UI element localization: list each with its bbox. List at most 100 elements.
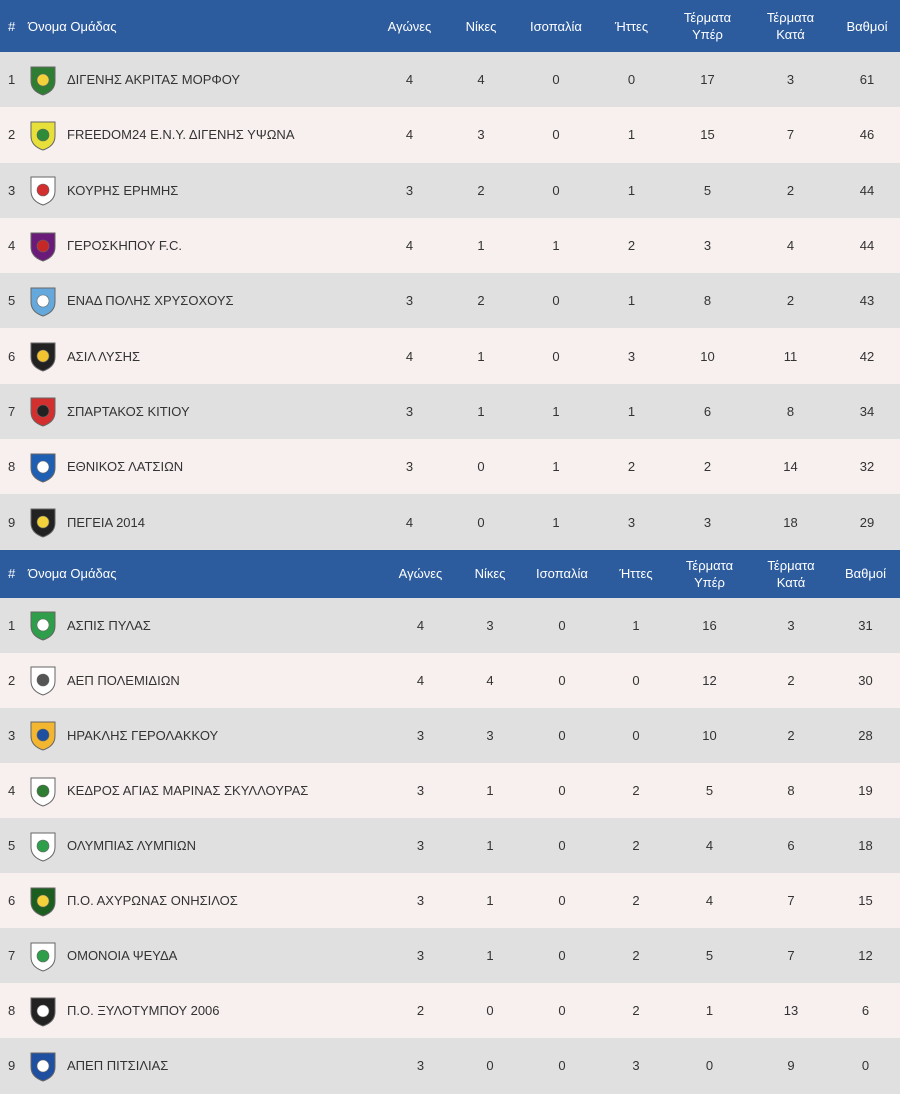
points-cell: 28	[858, 727, 873, 743]
points-cell: 42	[859, 348, 875, 364]
losses-cell: 0	[632, 672, 640, 688]
team-name: FREEDOM24 Ε.Ν.Υ. ΔΙΓΕΝΗΣ ΥΨΩΝΑ	[67, 127, 295, 143]
team-cell: ΑΠΕΠ ΠΙΤΣΙΛΙΑΣ	[28, 1038, 381, 1093]
points-cell: 19	[858, 783, 873, 798]
losses-cell: 1	[627, 182, 636, 198]
played-cell: 3	[405, 182, 414, 198]
draws-cell: 0	[558, 838, 566, 854]
team-name: ΣΠΑΡΤΑΚΟΣ ΚΙΤΙΟΥ	[67, 403, 190, 419]
team-cell: ΚΟΥΡΗΣ ΕΡΗΜΗΣ	[28, 163, 374, 218]
team-name: ΟΛΥΜΠΙΑΣ ΛΥΜΠΙΩΝ	[67, 838, 197, 854]
header-team: Όνομα Ομάδας	[28, 566, 117, 582]
team-cell-content: Π.Ο. ΞΥΛΟΤΥΜΠΟΥ 2006	[28, 994, 381, 1028]
table-header-row: # Όνομα Ομάδας Αγώνες Νίκες Ισοπαλία Ήττ…	[0, 0, 900, 52]
table-row: 6 Π.Ο. ΑΧΥΡΩΝΑΣ ΟΝΗΣΙΛΟΣ 3 1 0 2 4 7 15	[0, 873, 900, 929]
wins-cell: 0	[486, 1058, 494, 1074]
table-row: 2 ΑΕΠ ΠΟΛΕΜΙΔΙΩΝ 4 4 0 0 12 2 30	[0, 652, 900, 708]
played-cell: 3	[416, 948, 425, 964]
rank-cell: 3	[8, 727, 16, 743]
points-cell: 6	[861, 1003, 870, 1019]
goals-against-cell: 6	[787, 838, 795, 854]
goals-against-cell: 2	[786, 293, 795, 309]
team-cell-content: ΑΣΙΛ ΛΥΣΗΣ	[28, 339, 374, 373]
team-cell: Π.Ο. ΞΥΛΟΤΥΜΠΟΥ 2006	[28, 983, 381, 1038]
played-cell: 4	[416, 617, 425, 633]
table-row: 7 ΣΠΑΡΤΑΚΟΣ ΚΙΤΙΟΥ 3 1 1 1 6 8 34	[0, 383, 900, 440]
draws-cell: 0	[552, 127, 560, 143]
header-draws: Ισοπαλία	[530, 18, 582, 34]
team-cell-content: ΟΜΟΝΟΙΑ ΨΕΥΔΑ	[28, 939, 381, 973]
wins-cell: 0	[477, 514, 485, 530]
goals-for-cell: 5	[703, 182, 712, 198]
rank-cell: 7	[8, 948, 16, 964]
header-goals-against-line1: Τέρματα	[767, 557, 815, 573]
played-cell: 2	[416, 1003, 425, 1019]
team-crest-icon	[28, 1049, 58, 1083]
draws-cell: 0	[552, 348, 560, 364]
header-wins: Νίκες	[474, 566, 506, 582]
team-cell-content: ΑΣΠΙΣ ΠΥΛΑΣ	[28, 608, 381, 642]
team-cell: ΣΠΑΡΤΑΚΟΣ ΚΙΤΙΟΥ	[28, 384, 374, 439]
goals-for-cell: 4	[705, 893, 714, 909]
draws-cell: 0	[558, 672, 566, 688]
team-crest-icon	[28, 505, 58, 539]
losses-cell: 1	[627, 403, 636, 419]
team-crest-icon	[28, 884, 58, 918]
team-name: ΑΣΠΙΣ ΠΥΛΑΣ	[67, 617, 151, 633]
team-name: ΟΜΟΝΟΙΑ ΨΕΥΔΑ	[67, 948, 178, 964]
goals-against-cell: 3	[787, 617, 795, 633]
points-cell: 32	[859, 459, 875, 475]
goals-against-cell: 7	[787, 948, 795, 964]
played-cell: 3	[416, 1058, 425, 1074]
goals-for-cell: 3	[703, 514, 712, 530]
draws-cell: 0	[558, 948, 566, 964]
played-cell: 4	[405, 514, 414, 530]
draws-cell: 0	[558, 1003, 566, 1019]
table-row: 1 ΑΣΠΙΣ ΠΥΛΑΣ 4 3 0 1 16 3 31	[0, 597, 900, 653]
rank-cell: 6	[8, 893, 16, 909]
draws-cell: 0	[558, 893, 566, 909]
team-cell: ΕΘΝΙΚΟΣ ΛΑΤΣΙΩΝ	[28, 439, 374, 494]
losses-cell: 2	[627, 238, 636, 254]
team-cell: ΑΣΠΙΣ ΠΥΛΑΣ	[28, 598, 381, 653]
played-cell: 4	[405, 238, 414, 254]
team-cell-content: ΣΠΑΡΤΑΚΟΣ ΚΙΤΙΟΥ	[28, 394, 374, 428]
rank-cell: 2	[8, 127, 16, 143]
goals-for-cell: 1	[705, 1003, 714, 1019]
header-rank: #	[8, 18, 16, 34]
standings-table-group-2: # Όνομα Ομάδας Αγώνες Νίκες Ισοπαλία Ήττ…	[0, 549, 900, 1094]
rank-cell: 1	[8, 617, 16, 633]
standings-body-group-1: 1 ΔΙΓΕΝΗΣ ΑΚΡΙΤΑΣ ΜΟΡΦΟΥ 4 4 0 0 17 3 61 2 FREEDOM…	[0, 52, 900, 550]
team-cell: ΟΛΥΜΠΙΑΣ ΛΥΜΠΙΩΝ	[28, 818, 381, 873]
goals-for-cell: 4	[705, 838, 714, 854]
losses-cell: 0	[627, 72, 636, 88]
team-cell-content: ΕΘΝΙΚΟΣ ΛΑΤΣΙΩΝ	[28, 450, 374, 484]
team-crest-icon	[28, 284, 58, 318]
rank-cell: 5	[8, 293, 16, 309]
draws-cell: 0	[558, 783, 566, 798]
table-row: 6 ΑΣΙΛ ΛΥΣΗΣ 4 1 0 3 10 11 42	[0, 328, 900, 384]
team-name: Π.Ο. ΑΧΥΡΩΝΑΣ ΟΝΗΣΙΛΟΣ	[67, 893, 238, 909]
table-row: 9 ΑΠΕΠ ΠΙΤΣΙΛΙΑΣ 3 0 0 3 0 9 0	[0, 1038, 900, 1094]
team-cell-content: FREEDOM24 Ε.Ν.Υ. ΔΙΓΕΝΗΣ ΥΨΩΝΑ	[28, 118, 374, 152]
team-name: ΑΣΙΛ ΛΥΣΗΣ	[67, 348, 141, 364]
team-cell: ΑΕΠ ΠΟΛΕΜΙΔΙΩΝ	[28, 653, 381, 708]
played-cell: 4	[416, 672, 425, 688]
points-cell: 34	[859, 403, 875, 419]
wins-cell: 4	[477, 72, 485, 88]
header-draws: Ισοπαλία	[536, 566, 588, 582]
played-cell: 4	[405, 72, 414, 88]
goals-against-cell: 7	[787, 893, 795, 909]
header-goals-against: Τέρματα Κατά	[747, 0, 834, 52]
points-cell: 29	[859, 514, 875, 530]
losses-cell: 3	[632, 1058, 640, 1074]
wins-cell: 0	[486, 1003, 494, 1019]
draws-cell: 0	[552, 72, 560, 88]
losses-cell: 1	[627, 127, 636, 143]
team-cell-content: ΔΙΓΕΝΗΣ ΑΚΡΙΤΑΣ ΜΟΡΦΟΥ	[28, 63, 374, 97]
table-row: 2 FREEDOM24 Ε.Ν.Υ. ΔΙΓΕΝΗΣ ΥΨΩΝΑ 4 3 0 1 15 7 46	[0, 107, 900, 163]
header-losses: Ήττες	[614, 18, 649, 34]
team-name: ΠΕΓΕΙΑ 2014	[67, 514, 145, 530]
draws-cell: 1	[552, 238, 560, 254]
points-cell: 44	[859, 182, 875, 198]
